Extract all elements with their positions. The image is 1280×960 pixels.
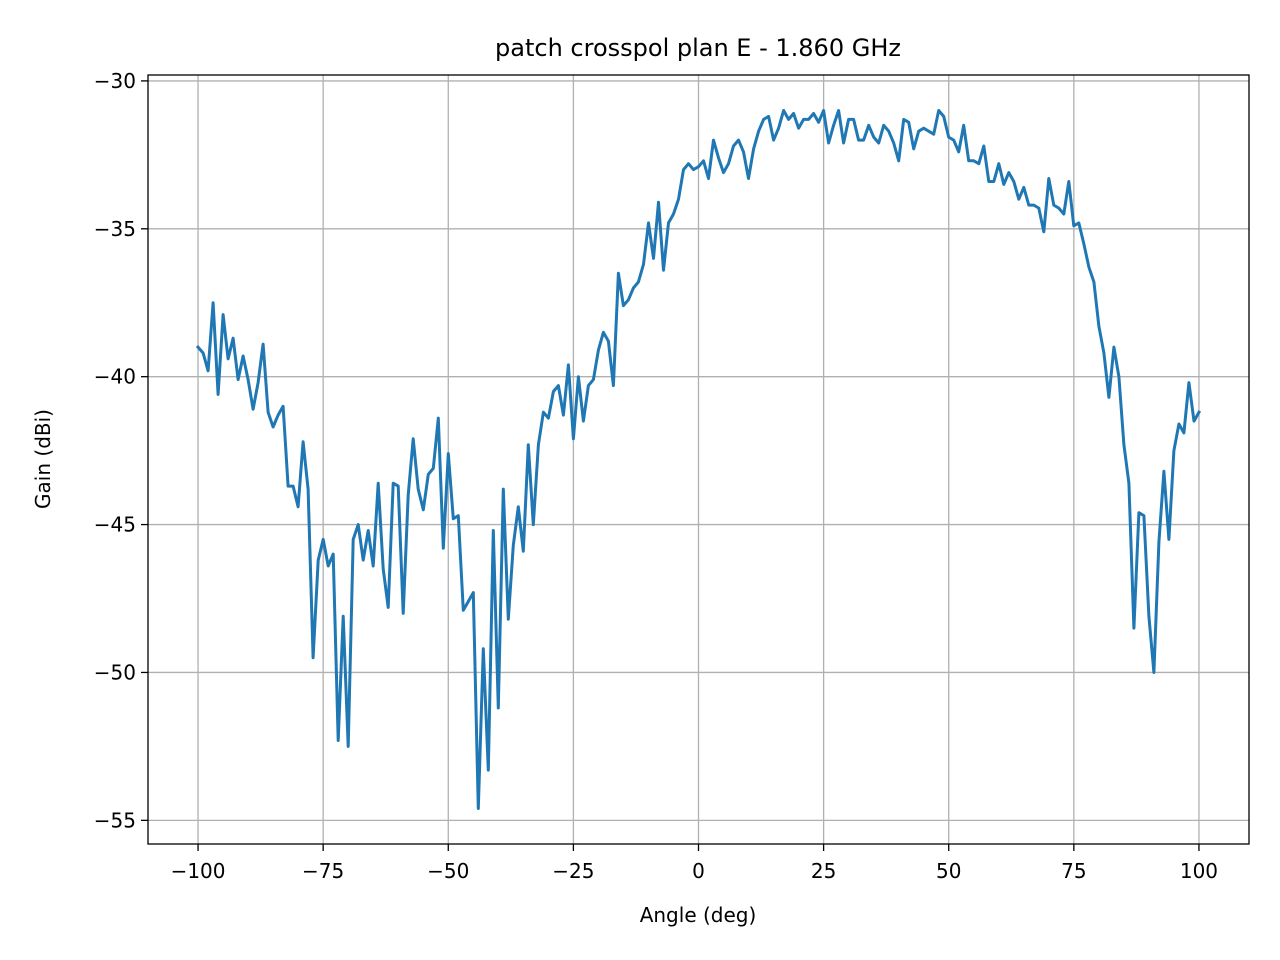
x-tick-label: 25 xyxy=(811,859,836,883)
y-tick-label: −40 xyxy=(94,365,136,389)
x-axis-ticks: −100 −75 −50 −25 0 25 50 75 100 xyxy=(171,844,1218,883)
chart-title: patch crosspol plan E - 1.860 GHz xyxy=(495,34,901,62)
x-tick-label: 0 xyxy=(692,859,705,883)
x-tick-label: 50 xyxy=(936,859,961,883)
series-layer xyxy=(195,109,1202,810)
x-axis-label: Angle (deg) xyxy=(640,903,757,927)
y-tick-label: −45 xyxy=(94,513,136,537)
grid xyxy=(148,75,1249,844)
x-tick-label: 100 xyxy=(1180,859,1218,883)
x-tick-label: −50 xyxy=(427,859,469,883)
y-tick-label: −35 xyxy=(94,217,136,241)
y-tick-label: −50 xyxy=(94,660,136,684)
y-tick-label: −30 xyxy=(94,69,136,93)
x-tick-label: −75 xyxy=(302,859,344,883)
y-axis-ticks: −55 −50 −45 −40 −35 −30 xyxy=(94,69,148,832)
y-tick-label: −55 xyxy=(94,808,136,832)
x-tick-label: 75 xyxy=(1061,859,1086,883)
y-axis-label: Gain (dBi) xyxy=(31,409,55,509)
series-line xyxy=(195,109,1202,810)
x-tick-label: −25 xyxy=(552,859,594,883)
x-tick-label: −100 xyxy=(171,859,226,883)
